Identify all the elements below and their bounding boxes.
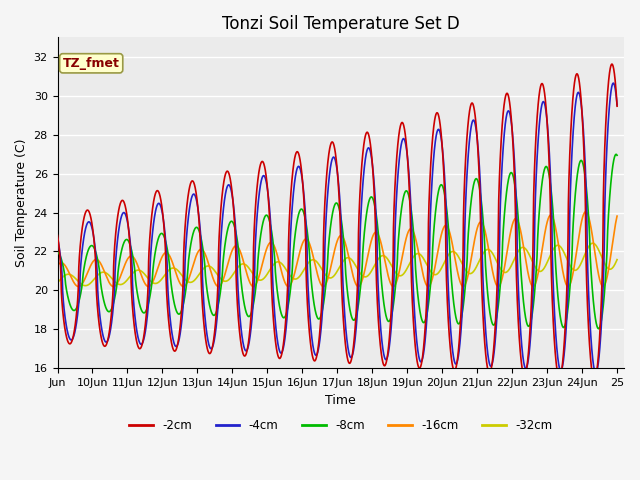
Y-axis label: Soil Temperature (C): Soil Temperature (C) (15, 139, 28, 267)
Legend: -2cm, -4cm, -8cm, -16cm, -32cm: -2cm, -4cm, -8cm, -16cm, -32cm (124, 414, 557, 436)
Text: TZ_fmet: TZ_fmet (63, 57, 120, 70)
Title: Tonzi Soil Temperature Set D: Tonzi Soil Temperature Set D (222, 15, 460, 33)
X-axis label: Time: Time (325, 394, 356, 407)
